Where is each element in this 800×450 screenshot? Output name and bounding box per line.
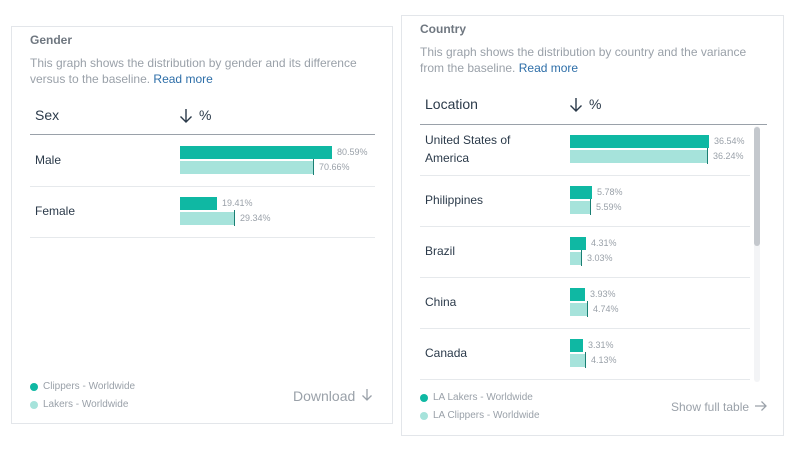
country-value-label-series-a: 4.31%: [591, 238, 617, 248]
gender-bar-series-a: [180, 197, 217, 210]
country-bar-series-b: [570, 252, 582, 265]
country-row-label: Canada: [425, 346, 468, 360]
country-baseline-marker: [590, 199, 591, 215]
gender-card-title: Gender: [30, 33, 73, 47]
country-legend-series-2: LA Clippers - Worldwide: [433, 410, 540, 421]
scrollbar-track[interactable]: [754, 126, 760, 382]
country-value-label-series-b: 5.59%: [596, 202, 622, 212]
gender-card-description: This graph shows the distribution by gen…: [30, 55, 370, 87]
gender-bar-series-b: [180, 212, 235, 225]
scrollbar-thumb[interactable]: [754, 127, 760, 246]
country-header-divider: [420, 124, 767, 125]
country-bar-series-a: [570, 237, 586, 250]
gender-value-label-series-b: 70.66%: [319, 162, 350, 172]
legend-dot-primary: [30, 383, 38, 391]
country-row-divider: [420, 277, 750, 278]
gender-value-label-series-a: 80.59%: [337, 147, 368, 157]
gender-row-divider: [30, 186, 375, 187]
legend-dot-secondary: [30, 401, 38, 409]
show-full-table-button[interactable]: Show full table: [671, 400, 768, 414]
country-legend-series-1: LA Lakers - Worldwide: [433, 392, 533, 403]
legend-dot-secondary: [420, 412, 428, 420]
country-card: Country This graph shows the distributio…: [401, 15, 784, 436]
country-value-label-series-a: 3.31%: [588, 340, 614, 350]
country-baseline-marker: [707, 148, 708, 164]
country-row-label: United States of America: [425, 133, 511, 165]
country-row-divider: [420, 379, 750, 380]
country-row-label: Brazil: [425, 244, 456, 258]
download-button[interactable]: Download: [293, 388, 373, 404]
country-value-label-series-a: 3.93%: [590, 289, 616, 299]
gender-value-label-series-b: 29.34%: [240, 213, 271, 223]
country-baseline-marker: [587, 301, 588, 317]
country-row-divider: [420, 226, 750, 227]
country-bar-series-a: [570, 186, 592, 199]
country-bar-series-a: [570, 339, 583, 352]
gender-card: Gender This graph shows the distribution…: [11, 26, 393, 424]
country-baseline-marker: [581, 250, 582, 266]
country-col-percent-header: %: [589, 96, 602, 112]
sort-down-arrow-icon[interactable]: [179, 108, 193, 124]
download-arrow-icon: [362, 389, 373, 401]
country-value-label-series-b: 4.13%: [591, 355, 617, 365]
gender-bar-series-b: [180, 161, 314, 174]
country-bar-series-b: [570, 354, 586, 367]
gender-col-percent-header: %: [199, 107, 212, 123]
gender-row-divider: [30, 237, 375, 238]
arrow-right-icon: [755, 401, 768, 411]
country-table-body[interactable]: United States of America 36.54% 36.24% Phil…: [402, 125, 785, 384]
country-value-label-series-b: 36.24%: [713, 151, 744, 161]
country-value-label-series-b: 4.74%: [593, 304, 619, 314]
country-card-title: Country: [420, 22, 466, 36]
country-card-description: This graph shows the distribution by cou…: [420, 44, 770, 76]
show-full-table-label: Show full table: [671, 400, 750, 414]
country-value-label-series-b: 3.03%: [587, 253, 613, 263]
gender-header-divider: [30, 134, 375, 135]
gender-value-label-series-a: 19.41%: [222, 198, 253, 208]
gender-description-text: This graph shows the distribution by gen…: [30, 56, 357, 86]
country-col-location-header: Location: [425, 96, 478, 112]
gender-row-label: Male: [35, 153, 62, 167]
gender-legend-series-1: Clippers - Worldwide: [43, 381, 136, 392]
gender-baseline-marker: [234, 210, 235, 226]
country-bar-series-a: [570, 135, 709, 148]
country-bar-series-b: [570, 201, 591, 214]
country-read-more-link[interactable]: Read more: [518, 61, 579, 75]
gender-read-more-link[interactable]: Read more: [153, 72, 213, 86]
legend-dot-primary: [420, 394, 428, 402]
country-bar-series-b: [570, 150, 708, 163]
country-bar-series-b: [570, 303, 588, 316]
gender-legend-series-2: Lakers - Worldwide: [43, 399, 129, 410]
gender-baseline-marker: [313, 159, 314, 175]
country-bar-series-a: [570, 288, 585, 301]
gender-col-sex-header: Sex: [35, 107, 60, 123]
country-row-divider: [420, 328, 750, 329]
sort-down-arrow-icon[interactable]: [569, 97, 583, 113]
country-value-label-series-a: 36.54%: [714, 136, 745, 146]
country-baseline-marker: [585, 352, 586, 368]
country-row-label: Philippines: [425, 193, 484, 207]
download-label: Download: [293, 388, 356, 404]
country-description-text: This graph shows the distribution by cou…: [420, 45, 747, 75]
gender-row-label: Female: [35, 204, 76, 218]
country-row-label: China: [425, 295, 457, 309]
gender-bar-series-a: [180, 146, 332, 159]
country-value-label-series-a: 5.78%: [597, 187, 623, 197]
country-row-divider: [420, 175, 750, 176]
